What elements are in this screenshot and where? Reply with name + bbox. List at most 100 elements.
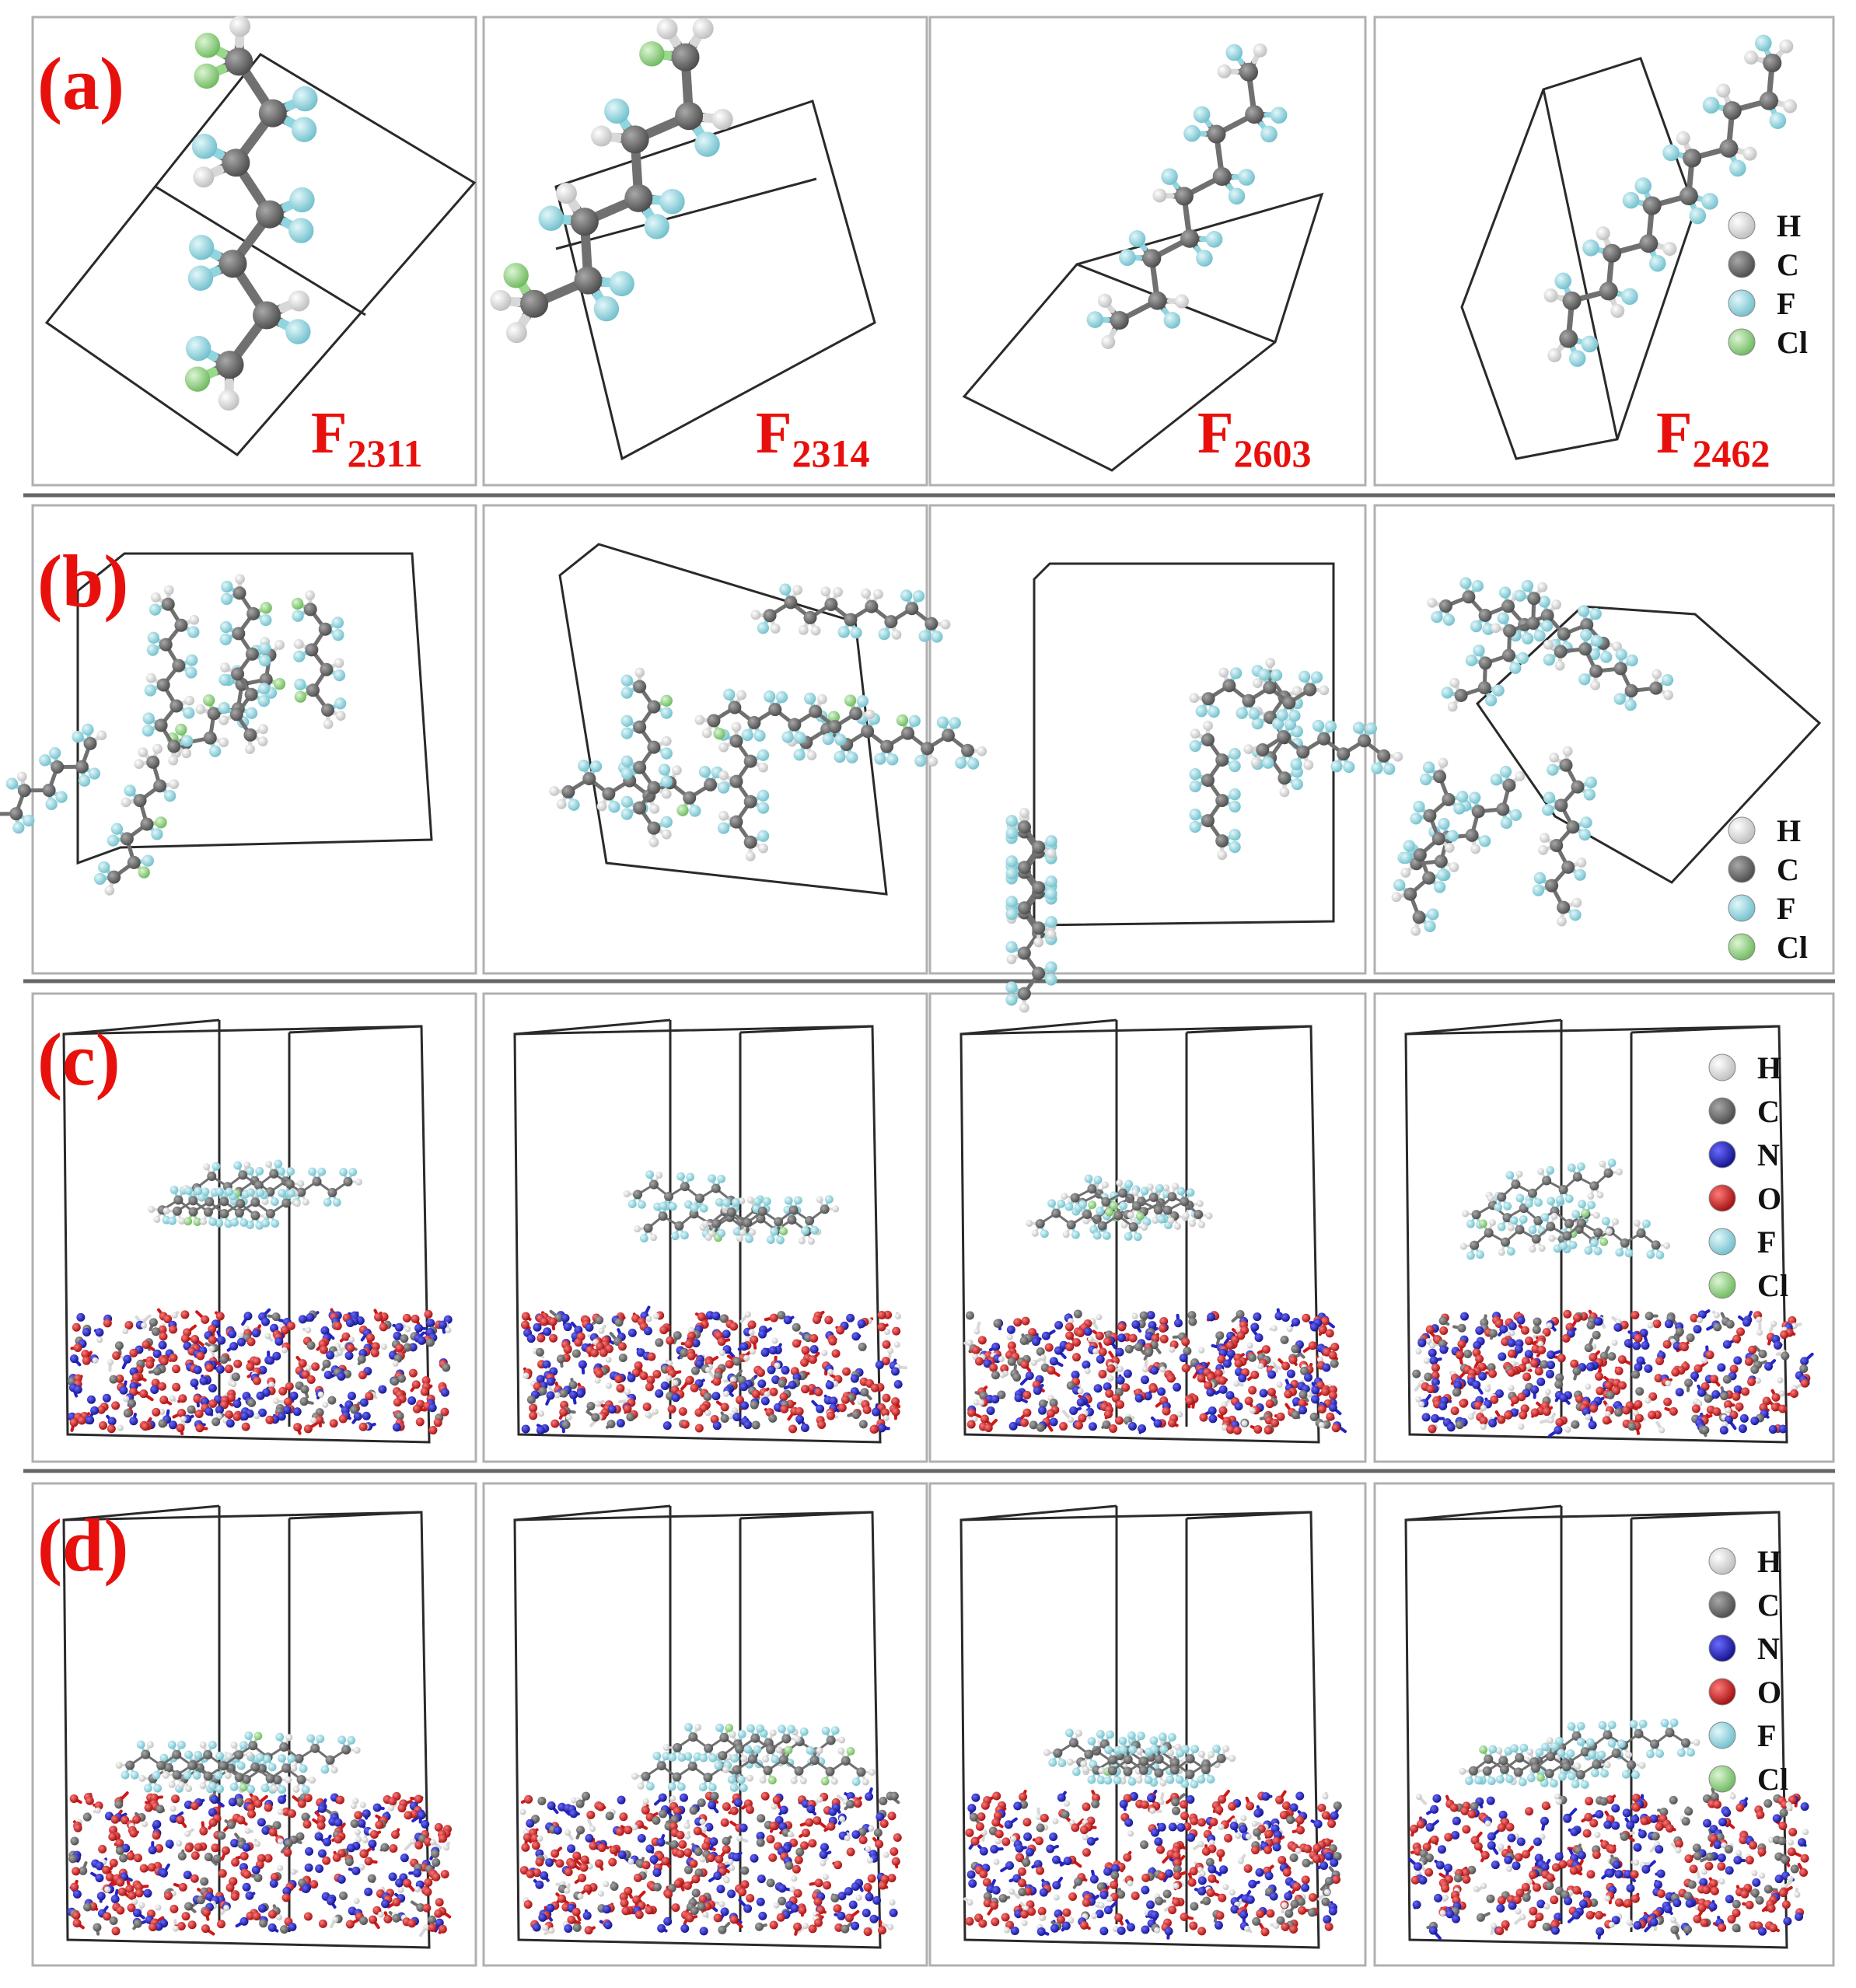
atom-h bbox=[1754, 1377, 1761, 1384]
atom-c bbox=[1468, 1766, 1478, 1776]
atom-n bbox=[1641, 1341, 1650, 1350]
atom-o bbox=[1690, 1313, 1699, 1322]
atom-c bbox=[591, 1413, 600, 1422]
atom-f bbox=[1482, 623, 1494, 635]
atom-h bbox=[648, 837, 659, 847]
atom-h bbox=[887, 1347, 894, 1354]
atom-n bbox=[1554, 1852, 1564, 1861]
atom-o bbox=[572, 1851, 582, 1860]
atom-n bbox=[1582, 1890, 1592, 1899]
atom-c bbox=[1302, 1858, 1311, 1867]
atom-c bbox=[344, 1857, 354, 1867]
atom-o bbox=[1589, 1819, 1599, 1828]
atom-o bbox=[586, 1810, 596, 1819]
atom-o bbox=[402, 1313, 411, 1322]
atom-f bbox=[1045, 888, 1057, 900]
atom-o bbox=[116, 1906, 125, 1915]
atom-o bbox=[73, 1823, 82, 1833]
atom-o bbox=[571, 1907, 581, 1916]
atom-o bbox=[1713, 1800, 1722, 1809]
atom-o bbox=[303, 1912, 313, 1921]
atom-f bbox=[1229, 760, 1241, 773]
atom-c bbox=[1453, 1874, 1463, 1883]
atom-h bbox=[684, 1833, 691, 1840]
atom-h bbox=[254, 1840, 261, 1847]
atom-f bbox=[1291, 777, 1303, 791]
atom-o bbox=[129, 1348, 138, 1357]
atom-o bbox=[1788, 1795, 1797, 1805]
atom-n bbox=[1772, 1814, 1781, 1823]
atom-h bbox=[490, 289, 512, 311]
adsorbed-polymer bbox=[1459, 1718, 1700, 1789]
atom-o bbox=[563, 1345, 572, 1354]
atom-f bbox=[1661, 674, 1674, 687]
atom-f bbox=[1312, 719, 1325, 732]
atom-h bbox=[1587, 1192, 1595, 1200]
atom-c bbox=[279, 1742, 289, 1752]
atom-f bbox=[690, 1204, 699, 1212]
atom-o bbox=[549, 1333, 558, 1343]
atom-h bbox=[537, 1835, 544, 1842]
atom-n bbox=[1284, 1892, 1293, 1901]
atom-n bbox=[1435, 1860, 1445, 1870]
atom-h bbox=[414, 1886, 421, 1893]
atom-f bbox=[1365, 722, 1377, 735]
atom-h bbox=[855, 1894, 862, 1901]
atom-o bbox=[1044, 1343, 1054, 1352]
atom-c bbox=[1035, 1218, 1045, 1228]
atom-h bbox=[998, 1356, 1005, 1363]
atom-o bbox=[281, 1893, 291, 1902]
atom-c bbox=[1532, 1325, 1541, 1334]
amorphous-cell-b-3 bbox=[1005, 562, 1403, 1013]
atom-n bbox=[1451, 1914, 1460, 1923]
atom-o bbox=[827, 1411, 836, 1420]
atom-c bbox=[1704, 1394, 1713, 1403]
atom-o bbox=[201, 1908, 211, 1917]
atom-h bbox=[1543, 639, 1554, 650]
atom-o bbox=[1584, 1812, 1593, 1822]
atom-c bbox=[107, 870, 121, 884]
atom-o bbox=[194, 1843, 203, 1852]
atom-c bbox=[860, 1388, 869, 1397]
atom-n bbox=[1179, 1354, 1188, 1363]
atom-h bbox=[1507, 1224, 1515, 1232]
atom-n bbox=[567, 1844, 576, 1853]
atom-c bbox=[1564, 1218, 1575, 1228]
atom-o bbox=[155, 1843, 164, 1853]
atom-o bbox=[1036, 1866, 1045, 1875]
atom-o bbox=[1019, 1418, 1029, 1427]
atom-o bbox=[1022, 1408, 1032, 1417]
atom-c bbox=[1558, 1185, 1568, 1195]
atom-c bbox=[1561, 860, 1575, 874]
atom-o bbox=[265, 1415, 274, 1424]
atom-c bbox=[265, 1208, 275, 1218]
atom-h bbox=[353, 1897, 360, 1904]
atom-c bbox=[1032, 881, 1046, 895]
atom-h bbox=[169, 1395, 176, 1402]
atom-o bbox=[965, 1828, 974, 1837]
atom-f bbox=[1648, 254, 1666, 272]
atom-o bbox=[1321, 1387, 1330, 1396]
atom-f bbox=[1229, 667, 1243, 680]
legend-label-f: F bbox=[1777, 286, 1795, 321]
atom-h bbox=[1265, 658, 1276, 668]
atom-o bbox=[813, 1816, 822, 1826]
atom-o bbox=[190, 1334, 200, 1343]
atom-n bbox=[1008, 1421, 1018, 1431]
atom-h bbox=[1462, 1210, 1470, 1218]
atom-f bbox=[730, 1754, 739, 1763]
atom-c bbox=[1242, 694, 1256, 708]
atom-o bbox=[792, 1864, 801, 1874]
atom-f bbox=[1601, 1217, 1610, 1225]
atom-o bbox=[991, 1917, 1000, 1927]
atom-f bbox=[1383, 763, 1396, 775]
atom-h bbox=[285, 1776, 292, 1784]
atom-f bbox=[1045, 916, 1057, 928]
atom-h bbox=[107, 1359, 114, 1366]
atom-o bbox=[1281, 1361, 1291, 1371]
atom-h bbox=[1167, 1749, 1175, 1756]
atom-o bbox=[555, 1859, 564, 1868]
atom-c bbox=[68, 1854, 78, 1864]
atom-c bbox=[726, 1207, 736, 1218]
atom-f bbox=[1189, 820, 1201, 833]
